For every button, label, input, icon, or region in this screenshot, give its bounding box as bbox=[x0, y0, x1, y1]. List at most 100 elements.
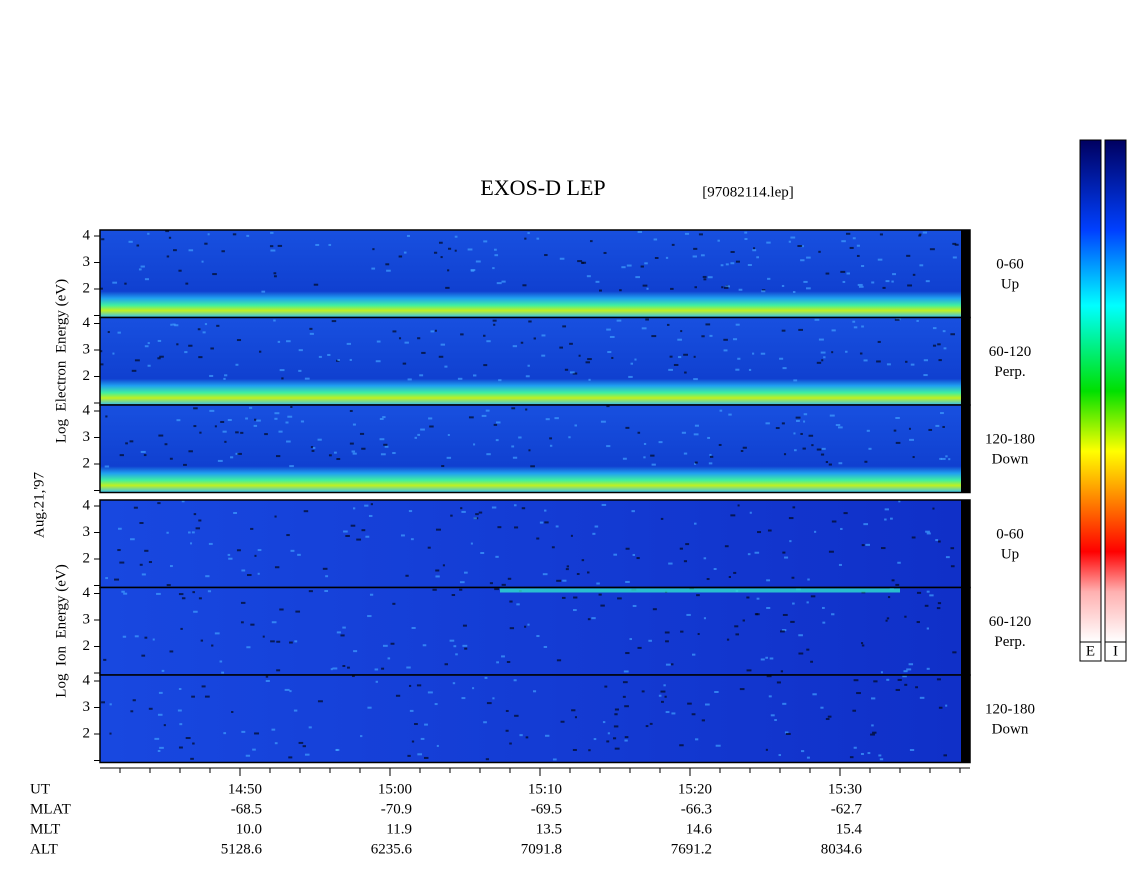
noise bbox=[166, 255, 170, 258]
noise bbox=[473, 374, 477, 377]
noise bbox=[130, 538, 135, 541]
noise bbox=[123, 592, 128, 595]
noise bbox=[513, 504, 517, 507]
noise bbox=[349, 409, 353, 412]
pitch-direction: Up bbox=[1001, 546, 1019, 562]
noise bbox=[754, 551, 760, 554]
noise bbox=[600, 420, 606, 423]
noise bbox=[737, 504, 740, 507]
noise bbox=[270, 249, 276, 252]
noise bbox=[680, 630, 684, 633]
noise bbox=[371, 267, 376, 270]
noise bbox=[910, 363, 915, 366]
noise bbox=[744, 231, 748, 234]
noise bbox=[709, 453, 712, 456]
noise bbox=[286, 340, 291, 343]
noise bbox=[939, 457, 942, 460]
noise bbox=[406, 234, 410, 237]
noise bbox=[714, 691, 719, 694]
noise bbox=[723, 338, 728, 341]
noise bbox=[878, 754, 882, 757]
noise bbox=[303, 510, 309, 513]
noise bbox=[205, 575, 210, 578]
noise bbox=[444, 663, 449, 666]
noise bbox=[300, 420, 305, 423]
noise bbox=[919, 264, 924, 267]
noise bbox=[410, 538, 414, 541]
noise bbox=[498, 379, 502, 382]
noise bbox=[645, 318, 649, 321]
noise bbox=[637, 646, 642, 649]
noise bbox=[803, 280, 808, 283]
y-tick-label: 3 bbox=[83, 699, 91, 715]
noise bbox=[369, 593, 374, 596]
noise bbox=[943, 347, 947, 350]
noise bbox=[938, 540, 941, 543]
noise bbox=[791, 576, 795, 579]
noise bbox=[803, 413, 808, 416]
noise bbox=[325, 575, 329, 578]
noise bbox=[512, 456, 518, 459]
noise bbox=[852, 237, 856, 240]
noise bbox=[566, 565, 570, 568]
noise bbox=[640, 265, 644, 268]
noise bbox=[298, 369, 302, 372]
noise bbox=[923, 374, 928, 377]
noise bbox=[188, 450, 193, 453]
noise bbox=[165, 230, 170, 233]
noise bbox=[891, 579, 895, 582]
noise bbox=[755, 613, 760, 616]
pitch-direction: Down bbox=[992, 721, 1029, 737]
noise bbox=[273, 275, 277, 278]
noise bbox=[472, 687, 475, 690]
edge bbox=[961, 500, 970, 588]
noise bbox=[207, 233, 210, 236]
noise bbox=[230, 456, 234, 459]
noise bbox=[801, 750, 805, 753]
noise bbox=[932, 507, 935, 510]
noise bbox=[760, 352, 766, 355]
noise bbox=[632, 604, 637, 607]
noise bbox=[313, 283, 319, 286]
noise bbox=[193, 407, 198, 410]
noise bbox=[865, 543, 871, 546]
noise bbox=[505, 729, 509, 732]
noise bbox=[495, 439, 499, 442]
noise bbox=[625, 426, 630, 429]
noise bbox=[382, 416, 386, 419]
noise bbox=[632, 553, 636, 556]
noise bbox=[486, 340, 491, 343]
noise bbox=[434, 703, 438, 706]
noise bbox=[408, 510, 413, 513]
noise bbox=[549, 437, 553, 440]
noise bbox=[100, 350, 103, 353]
noise bbox=[528, 320, 532, 323]
noise bbox=[853, 679, 859, 682]
noise bbox=[935, 539, 939, 542]
y-tick-label: 3 bbox=[83, 429, 91, 445]
noise bbox=[587, 358, 592, 361]
noise bbox=[863, 523, 869, 526]
noise bbox=[486, 702, 492, 705]
noise bbox=[670, 663, 674, 666]
ephemeris-name: ALT bbox=[30, 841, 58, 857]
noise bbox=[936, 607, 941, 610]
noise bbox=[709, 334, 713, 337]
noise bbox=[166, 531, 169, 534]
noise bbox=[692, 653, 696, 656]
noise bbox=[581, 261, 587, 264]
noise bbox=[916, 591, 922, 594]
noise bbox=[191, 531, 195, 534]
noise bbox=[697, 633, 700, 636]
noise bbox=[637, 230, 643, 233]
noise bbox=[331, 320, 337, 323]
noise bbox=[424, 723, 428, 726]
noise bbox=[952, 256, 957, 259]
noise bbox=[837, 426, 843, 429]
noise bbox=[240, 621, 244, 624]
noise bbox=[317, 438, 322, 441]
pitch-direction: Perp. bbox=[994, 634, 1025, 650]
noise bbox=[818, 338, 824, 341]
y-tick-label: 4 bbox=[83, 585, 91, 601]
noise bbox=[602, 721, 606, 724]
